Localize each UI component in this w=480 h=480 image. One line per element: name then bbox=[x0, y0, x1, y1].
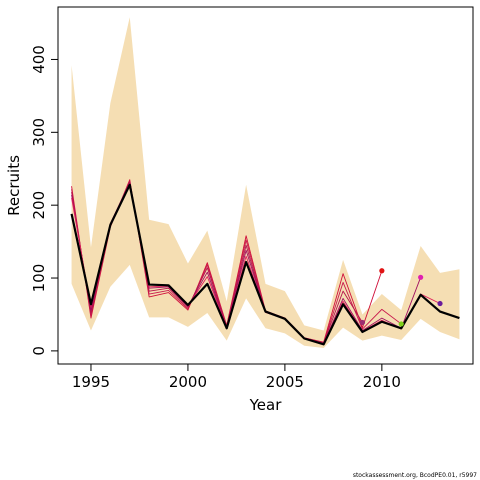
y-tick-label-0: 0 bbox=[30, 346, 48, 356]
terminal-point-2013 bbox=[437, 300, 443, 307]
x-axis-title: Year bbox=[249, 396, 283, 414]
terminal-point-2009 bbox=[359, 319, 366, 326]
x-tick-label-2000: 2000 bbox=[169, 373, 207, 391]
x-axis: 1995 2000 2005 2010 bbox=[72, 363, 401, 391]
main-series-layer bbox=[70, 183, 460, 346]
terminal-markers-layer bbox=[359, 268, 443, 327]
x-tick-label-2005: 2005 bbox=[266, 373, 304, 391]
y-tick-label-100: 100 bbox=[30, 264, 48, 293]
y-tick-label-300: 300 bbox=[30, 118, 48, 147]
uncertainty-band-layer bbox=[71, 17, 460, 348]
y-tick-label-200: 200 bbox=[30, 191, 48, 220]
terminal-point-2012 bbox=[418, 274, 424, 280]
y-axis-title: Recruits bbox=[5, 155, 23, 216]
x-tick-label-2010: 2010 bbox=[363, 373, 401, 391]
terminal-point-2011 bbox=[398, 321, 404, 327]
terminal-point-2010 bbox=[379, 268, 385, 274]
confidence-band bbox=[71, 17, 460, 348]
x-tick-label-1995: 1995 bbox=[72, 373, 110, 391]
credit-text: stockassessment.org, BcodPE0.01, r5997 bbox=[352, 472, 477, 479]
main-series-line bbox=[70, 183, 460, 346]
y-axis: 0 100 200 300 400 bbox=[30, 45, 59, 356]
y-tick-label-400: 400 bbox=[30, 45, 48, 74]
